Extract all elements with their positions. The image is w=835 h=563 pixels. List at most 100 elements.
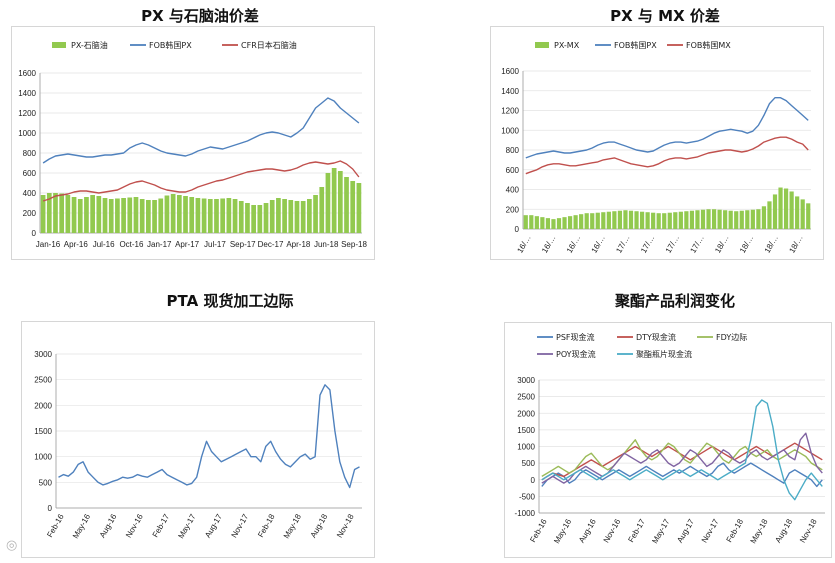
x-tick-label: Jan-16 <box>36 240 61 249</box>
bar <box>232 199 238 233</box>
series-line <box>541 399 823 501</box>
y-tick-label: 800 <box>23 149 37 158</box>
y-tick-label: 2000 <box>517 409 535 418</box>
y-tick-label: 0 <box>515 225 520 234</box>
bar <box>534 216 539 229</box>
bar <box>695 210 700 229</box>
x-tick-label: 16/… <box>540 234 557 255</box>
x-tick-label: 17/… <box>688 234 705 255</box>
chart4-area: -1000 -500 0 500 1000 1500 2000 2500 3000 Feb-16 M… <box>504 322 832 558</box>
bar <box>601 212 606 229</box>
x-tick-label: Aug-17 <box>675 517 696 544</box>
series-line <box>525 136 809 175</box>
x-tick-label: Jun-18 <box>314 240 339 249</box>
x-tick-label: 16/… <box>565 234 582 255</box>
bar <box>739 210 744 229</box>
y-tick-label: 3000 <box>517 376 535 385</box>
series-line <box>42 160 360 202</box>
y-tick-label: 1000 <box>18 129 36 138</box>
bar <box>545 218 551 229</box>
bar <box>263 203 269 233</box>
x-tick-label: 18/… <box>763 234 780 255</box>
bar <box>800 199 805 229</box>
x-tick-label: Aug-18 <box>773 517 794 544</box>
y-tick-label: 2500 <box>34 376 52 385</box>
x-tick-label: Nov-16 <box>602 517 623 544</box>
bar <box>170 194 176 233</box>
x-tick-label: Nov-18 <box>798 517 819 544</box>
y-tick-label: 600 <box>23 169 37 178</box>
bar <box>207 199 213 233</box>
bar <box>673 212 678 229</box>
bar <box>778 187 783 229</box>
y-tick-label: 1000 <box>34 453 52 462</box>
bar <box>734 211 739 229</box>
y-tick-label: 0 <box>48 504 53 513</box>
x-tick-label: 16/… <box>590 234 607 255</box>
bar <box>282 199 287 233</box>
bar <box>761 206 767 229</box>
y-tick-label: 1600 <box>18 69 36 78</box>
legend-label: FOB韩国MX <box>686 40 731 50</box>
bar <box>573 215 578 229</box>
x-tick-label: Nov-17 <box>700 517 721 544</box>
y-tick-label: 1000 <box>501 126 519 135</box>
bar <box>102 198 108 233</box>
bar <box>71 197 77 233</box>
bar <box>651 212 656 229</box>
x-tick-label: Aug-16 <box>577 517 598 544</box>
bar <box>257 205 263 233</box>
bar <box>350 181 356 233</box>
bar <box>617 210 623 229</box>
x-tick-label: Nov-18 <box>335 512 356 539</box>
y-tick-label: 2000 <box>34 401 52 410</box>
bar <box>307 199 312 233</box>
legend-swatch <box>535 42 549 48</box>
x-tick-label: Apr-17 <box>175 240 200 249</box>
y-tick-label: 1400 <box>501 87 519 96</box>
bar <box>606 211 611 229</box>
bar <box>146 200 151 233</box>
chart2-area: 0 200 400 600 800 1000 1200 1400 1600 16/… 16/… 16/… <box>490 26 824 260</box>
bar <box>628 210 634 229</box>
bar <box>595 212 600 229</box>
watermark-logo: ◎ <box>6 538 18 553</box>
bar <box>288 200 294 233</box>
series-line <box>541 432 823 484</box>
bar <box>806 203 811 229</box>
y-tick-label: 1500 <box>517 426 535 435</box>
bar <box>645 212 650 229</box>
x-tick-label: May-18 <box>749 517 770 545</box>
x-tick-label: Aug-16 <box>98 512 119 539</box>
y-tick-label: 500 <box>522 459 536 468</box>
bar <box>667 212 672 229</box>
y-tick-label: 1200 <box>501 107 519 116</box>
x-tick-label: May-16 <box>71 512 92 540</box>
bar <box>183 196 188 233</box>
x-tick-label: 18/… <box>787 234 804 255</box>
bar <box>201 198 207 233</box>
bar <box>84 197 89 233</box>
bar <box>523 215 528 229</box>
x-tick-label: Nov-17 <box>230 512 251 539</box>
bar <box>623 210 628 229</box>
legend-label: DTY现金流 <box>636 332 676 342</box>
x-tick-label: Feb-18 <box>256 512 277 539</box>
x-tick-label: 18/… <box>738 234 755 255</box>
bar <box>214 199 219 233</box>
bar <box>220 198 226 233</box>
x-tick-label: Aug-17 <box>203 512 224 539</box>
bar <box>53 193 58 233</box>
x-tick-label: 17/… <box>614 234 631 255</box>
y-tick-label: 200 <box>23 209 37 218</box>
bar <box>689 210 695 229</box>
bar <box>59 193 65 233</box>
legend-label: PX-石脑油 <box>71 40 108 50</box>
bar <box>325 173 331 233</box>
legend-label: CFR日本石脑油 <box>241 40 297 50</box>
y-tick-label: 0 <box>32 229 37 238</box>
bar <box>723 210 728 229</box>
chart4-title: 聚酯产品利润变化 <box>614 292 735 310</box>
bar <box>656 213 661 229</box>
bar <box>319 187 325 233</box>
